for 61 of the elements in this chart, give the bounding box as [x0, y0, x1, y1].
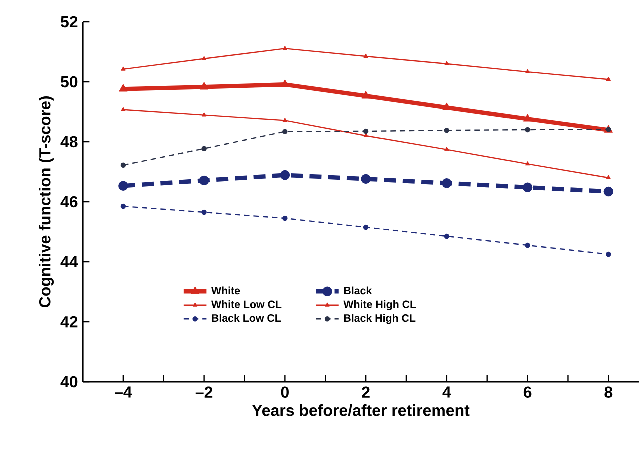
- point: [525, 242, 530, 248]
- point: [363, 224, 369, 230]
- x-tick-label: –4: [115, 386, 132, 398]
- point: [282, 46, 288, 50]
- x-tick-label: 0: [281, 386, 289, 398]
- point: [362, 91, 370, 99]
- point: [199, 176, 210, 186]
- point: [606, 252, 612, 258]
- point: [442, 102, 452, 110]
- point: [202, 112, 207, 117]
- point: [282, 216, 288, 222]
- point: [444, 147, 450, 152]
- y-tick-label: 48: [60, 136, 78, 148]
- point: [444, 234, 450, 240]
- point: [604, 186, 614, 197]
- point: [282, 118, 288, 122]
- point: [606, 76, 611, 82]
- legend-label: Black High CL: [344, 314, 416, 324]
- point: [202, 210, 207, 216]
- y-tick-label: 42: [60, 316, 78, 328]
- point: [526, 69, 530, 74]
- point: [444, 128, 450, 134]
- x-tick-label: 4: [442, 386, 452, 398]
- point: [363, 128, 369, 134]
- legend-label: White Low CL: [211, 300, 282, 308]
- point: [282, 129, 288, 134]
- point: [120, 162, 126, 168]
- y-axis-title: Cognitive function (T-score): [39, 96, 54, 308]
- point: [444, 61, 450, 66]
- point: [280, 170, 290, 180]
- point: [364, 54, 368, 58]
- x-tick-label: 6: [524, 386, 532, 398]
- point: [280, 80, 290, 88]
- x-tick-label: 2: [362, 386, 370, 398]
- legend-label: White: [211, 286, 240, 295]
- legend-label: Black: [344, 286, 372, 295]
- point: [526, 162, 530, 166]
- x-tick-label: –2: [196, 386, 213, 398]
- point: [120, 204, 126, 210]
- y-tick-label: 50: [61, 76, 78, 88]
- point: [361, 174, 371, 184]
- point: [118, 181, 128, 191]
- y-tick-label: 46: [60, 196, 78, 208]
- y-tick-label: 40: [60, 376, 78, 388]
- x-axis-title: Years before/after retirement: [252, 404, 470, 416]
- point: [121, 107, 126, 112]
- point: [202, 56, 207, 60]
- point: [121, 66, 126, 71]
- point: [606, 175, 611, 180]
- y-tick-label: 52: [61, 16, 78, 28]
- point: [442, 178, 452, 188]
- point: [524, 114, 532, 122]
- y-tick-label: 44: [60, 256, 78, 268]
- point: [119, 84, 128, 92]
- point: [202, 146, 207, 152]
- point: [525, 127, 530, 133]
- point: [200, 82, 209, 90]
- legend-label: White High CL: [344, 300, 416, 311]
- x-tick-label: 8: [604, 386, 613, 398]
- legend-label: Black Low CL: [212, 314, 282, 322]
- point: [522, 182, 533, 192]
